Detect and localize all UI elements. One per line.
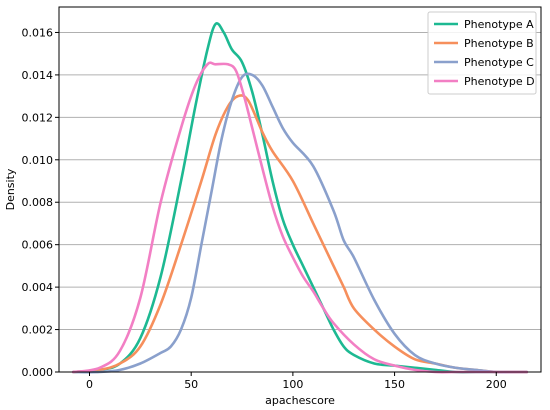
y-tick-label: 0.002 xyxy=(22,324,54,337)
y-tick-label: 0.008 xyxy=(22,196,54,209)
legend-box xyxy=(427,11,537,95)
x-tick-label: 0 xyxy=(86,378,93,391)
y-axis-ticks: 0.000 0.002 0.004 0.006 0.008 0.010 0.012 0.014… xyxy=(22,26,59,379)
series-line-1 xyxy=(71,22,529,374)
x-tick-label: 50 xyxy=(184,378,198,391)
y-axis-label: Density xyxy=(4,168,17,210)
y-tick-label: 0.012 xyxy=(22,111,54,124)
y-tick-label: 0.004 xyxy=(22,281,54,294)
series-line-2 xyxy=(71,94,529,374)
x-tick-label: 100 xyxy=(282,378,303,391)
plot-area-frame xyxy=(58,6,542,373)
legend-label: Phenotype B xyxy=(464,37,534,50)
y-tick-label: 0.016 xyxy=(22,26,54,39)
legend-label: Phenotype C xyxy=(464,56,534,69)
x-tick-label: 150 xyxy=(384,378,405,391)
legend-label: Phenotype A xyxy=(464,18,534,31)
grid-lines xyxy=(59,31,541,373)
y-tick-label: 0.014 xyxy=(22,69,54,82)
x-axis-label: apachescore xyxy=(265,394,335,407)
legend: Phenotype A Phenotype B Phenotype C Phenoty… xyxy=(427,11,537,95)
legend-label: Phenotype D xyxy=(464,75,535,88)
x-tick-label: 200 xyxy=(486,378,507,391)
x-axis-ticks: 0 50 100 150 200 xyxy=(86,372,507,391)
series-line-4 xyxy=(71,61,529,374)
series-line-3 xyxy=(71,72,529,374)
y-tick-label: 0.000 xyxy=(22,366,54,379)
y-tick-label: 0.010 xyxy=(22,154,54,167)
y-tick-label: 0.006 xyxy=(22,239,54,252)
